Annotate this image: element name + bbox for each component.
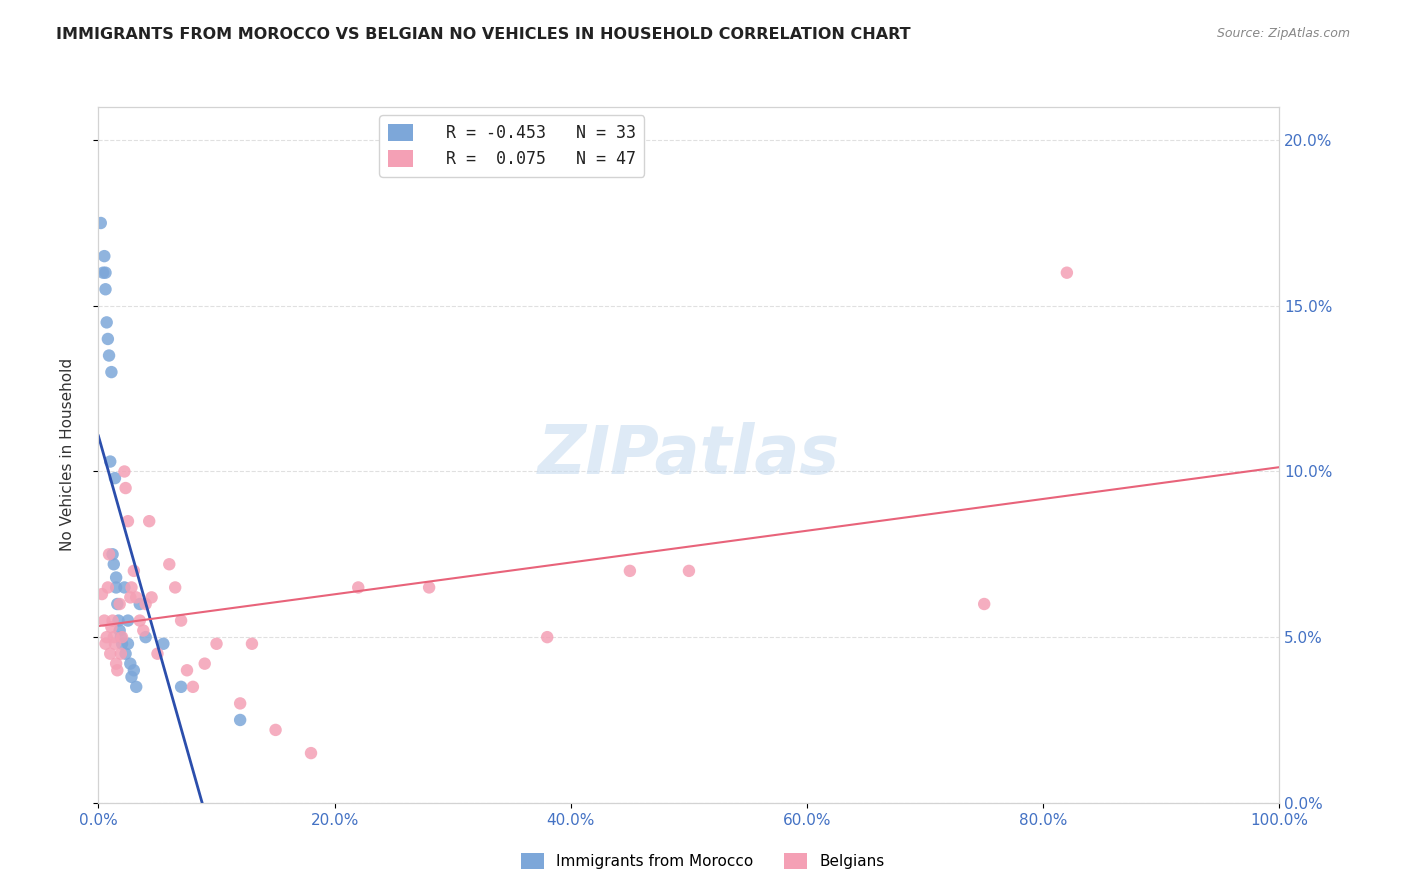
Point xyxy=(181,680,204,694)
Point xyxy=(104,637,127,651)
Point xyxy=(94,637,117,651)
Point xyxy=(973,597,995,611)
Point xyxy=(146,647,169,661)
Point xyxy=(157,558,180,572)
Point xyxy=(107,614,129,628)
Point xyxy=(240,637,263,651)
Point xyxy=(264,723,287,737)
Point xyxy=(120,591,142,605)
Point xyxy=(121,581,143,595)
Point xyxy=(138,514,160,528)
Point xyxy=(96,630,118,644)
Legend:   R = -0.453   N = 33,   R =  0.075   N = 47: R = -0.453 N = 33, R = 0.075 N = 47 xyxy=(380,115,644,177)
Point xyxy=(103,558,125,572)
Point xyxy=(108,624,131,638)
Point xyxy=(105,570,128,584)
Point xyxy=(93,614,115,628)
Point xyxy=(141,591,163,605)
Point xyxy=(103,630,125,644)
Point xyxy=(299,746,322,760)
Point xyxy=(418,581,440,595)
Point xyxy=(165,581,187,595)
Point xyxy=(152,637,174,651)
Point xyxy=(170,680,193,694)
Point xyxy=(229,697,252,711)
Point xyxy=(100,365,122,379)
Point xyxy=(98,647,121,661)
Point xyxy=(93,249,115,263)
Point xyxy=(101,547,124,561)
Point xyxy=(128,597,150,611)
Point xyxy=(105,663,128,677)
Point xyxy=(122,564,145,578)
Point xyxy=(114,481,136,495)
Point xyxy=(536,630,558,644)
Point xyxy=(619,564,641,578)
Point xyxy=(125,591,148,605)
Point xyxy=(96,315,118,329)
Point xyxy=(110,647,132,661)
Point xyxy=(229,713,252,727)
Point xyxy=(678,564,700,578)
Point xyxy=(91,587,114,601)
Point xyxy=(114,647,136,661)
Point xyxy=(135,597,157,611)
Point xyxy=(170,614,193,628)
Point xyxy=(105,581,128,595)
Point xyxy=(1056,266,1078,280)
Text: IMMIGRANTS FROM MOROCCO VS BELGIAN NO VEHICLES IN HOUSEHOLD CORRELATION CHART: IMMIGRANTS FROM MOROCCO VS BELGIAN NO VE… xyxy=(56,27,911,42)
Point xyxy=(111,637,134,651)
Point xyxy=(135,630,157,644)
Point xyxy=(94,282,117,296)
Point xyxy=(94,266,117,280)
Point xyxy=(120,657,142,671)
Point xyxy=(117,514,139,528)
Point xyxy=(105,597,128,611)
Point xyxy=(91,266,114,280)
Point xyxy=(101,614,124,628)
Point xyxy=(128,614,150,628)
Point xyxy=(90,216,112,230)
Point xyxy=(105,657,128,671)
Point xyxy=(97,332,120,346)
Point xyxy=(98,454,121,468)
Legend: Immigrants from Morocco, Belgians: Immigrants from Morocco, Belgians xyxy=(515,847,891,875)
Point xyxy=(194,657,217,671)
Point xyxy=(97,581,120,595)
Point xyxy=(121,670,143,684)
Y-axis label: No Vehicles in Household: No Vehicles in Household xyxy=(60,359,75,551)
Point xyxy=(98,349,121,363)
Point xyxy=(117,637,139,651)
Point xyxy=(112,465,135,479)
Point xyxy=(100,620,122,634)
Point xyxy=(205,637,228,651)
Point xyxy=(132,624,155,638)
Point xyxy=(111,630,134,644)
Point xyxy=(176,663,198,677)
Point xyxy=(112,581,135,595)
Point xyxy=(104,471,127,485)
Point xyxy=(98,547,121,561)
Point xyxy=(110,630,132,644)
Text: Source: ZipAtlas.com: Source: ZipAtlas.com xyxy=(1216,27,1350,40)
Text: ZIPatlas: ZIPatlas xyxy=(538,422,839,488)
Point xyxy=(347,581,370,595)
Point xyxy=(108,597,131,611)
Point xyxy=(125,680,148,694)
Point xyxy=(117,614,139,628)
Point xyxy=(122,663,145,677)
